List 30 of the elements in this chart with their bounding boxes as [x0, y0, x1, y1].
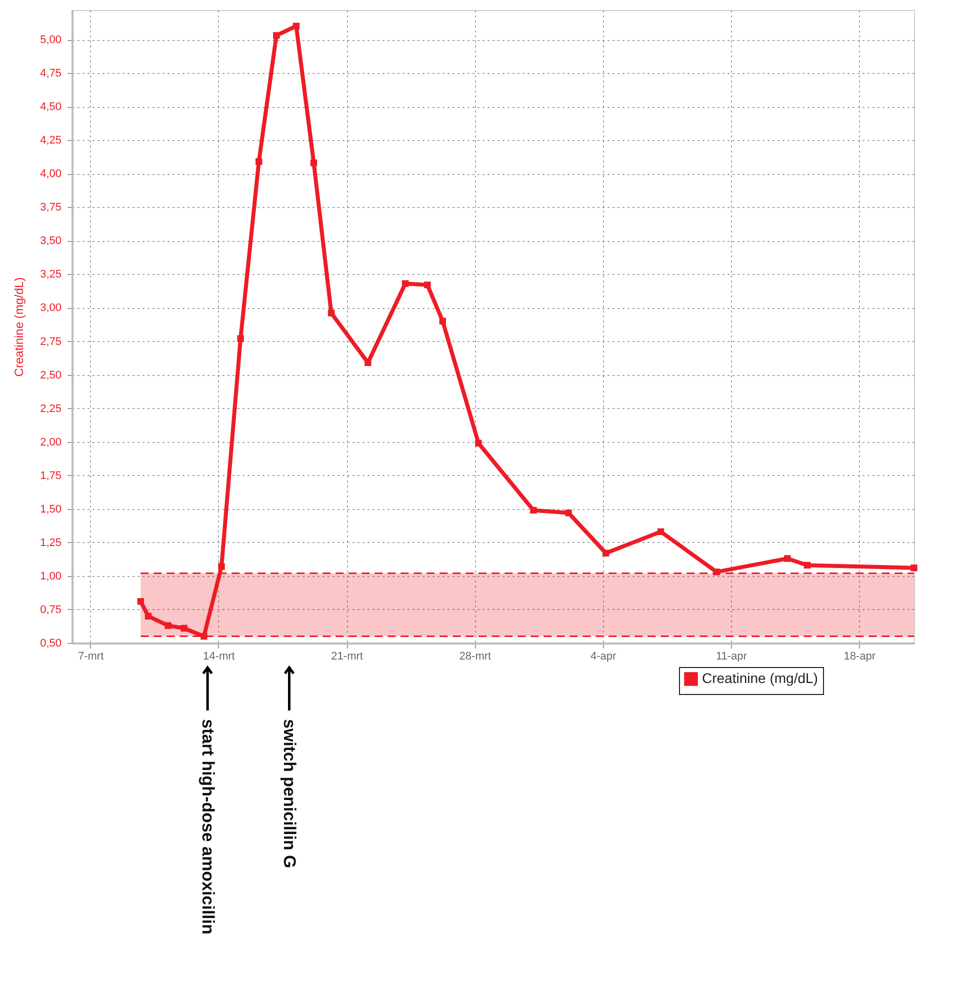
y-tick-label: 5,00: [40, 34, 62, 46]
x-tick-label: 18-apr: [844, 650, 876, 662]
x-tick-label: 4-apr: [590, 650, 616, 662]
y-tick-label: 2,00: [40, 436, 62, 448]
y-tick-label: 2,50: [40, 369, 62, 382]
y-tick-label: 4,00: [40, 168, 62, 180]
x-tick-label: 21-mrt: [331, 650, 363, 662]
y-tick-label: 4,75: [40, 68, 62, 80]
y-tick-label: 3,50: [40, 235, 62, 248]
legend-label: Creatinine (mg/dL): [702, 670, 818, 686]
y-tick-label: 0,50: [40, 638, 62, 650]
x-tick-label: 28-mrt: [459, 650, 492, 662]
y-tick-label: 1,00: [40, 570, 62, 582]
y-axis-title: Creatinine (mg/dL): [12, 277, 26, 377]
text: start high-dose amoxicillin: [198, 719, 218, 934]
y-tick-label: 1,50: [40, 503, 62, 516]
y-tick-label: 4,25: [40, 134, 62, 147]
y-tick-label: 1,75: [40, 470, 62, 482]
y-tick-label: 2,25: [40, 402, 62, 415]
y-tick-label: 3,00: [40, 302, 62, 314]
x-tick-label: 7-mrt: [78, 650, 104, 662]
text: switch penicillin G: [280, 719, 300, 868]
y-tick-label: 3,25: [40, 268, 62, 281]
y-tick-label: 1,25: [40, 536, 62, 549]
x-tick-label: 11-apr: [716, 650, 748, 662]
y-tick-label: 2,75: [40, 336, 62, 348]
y-tick-label: 0,75: [40, 604, 62, 616]
y-tick-label: 3,75: [40, 202, 62, 214]
x-tick-label: 14-mrt: [203, 650, 235, 662]
y-tick-label: 4,50: [40, 101, 62, 114]
